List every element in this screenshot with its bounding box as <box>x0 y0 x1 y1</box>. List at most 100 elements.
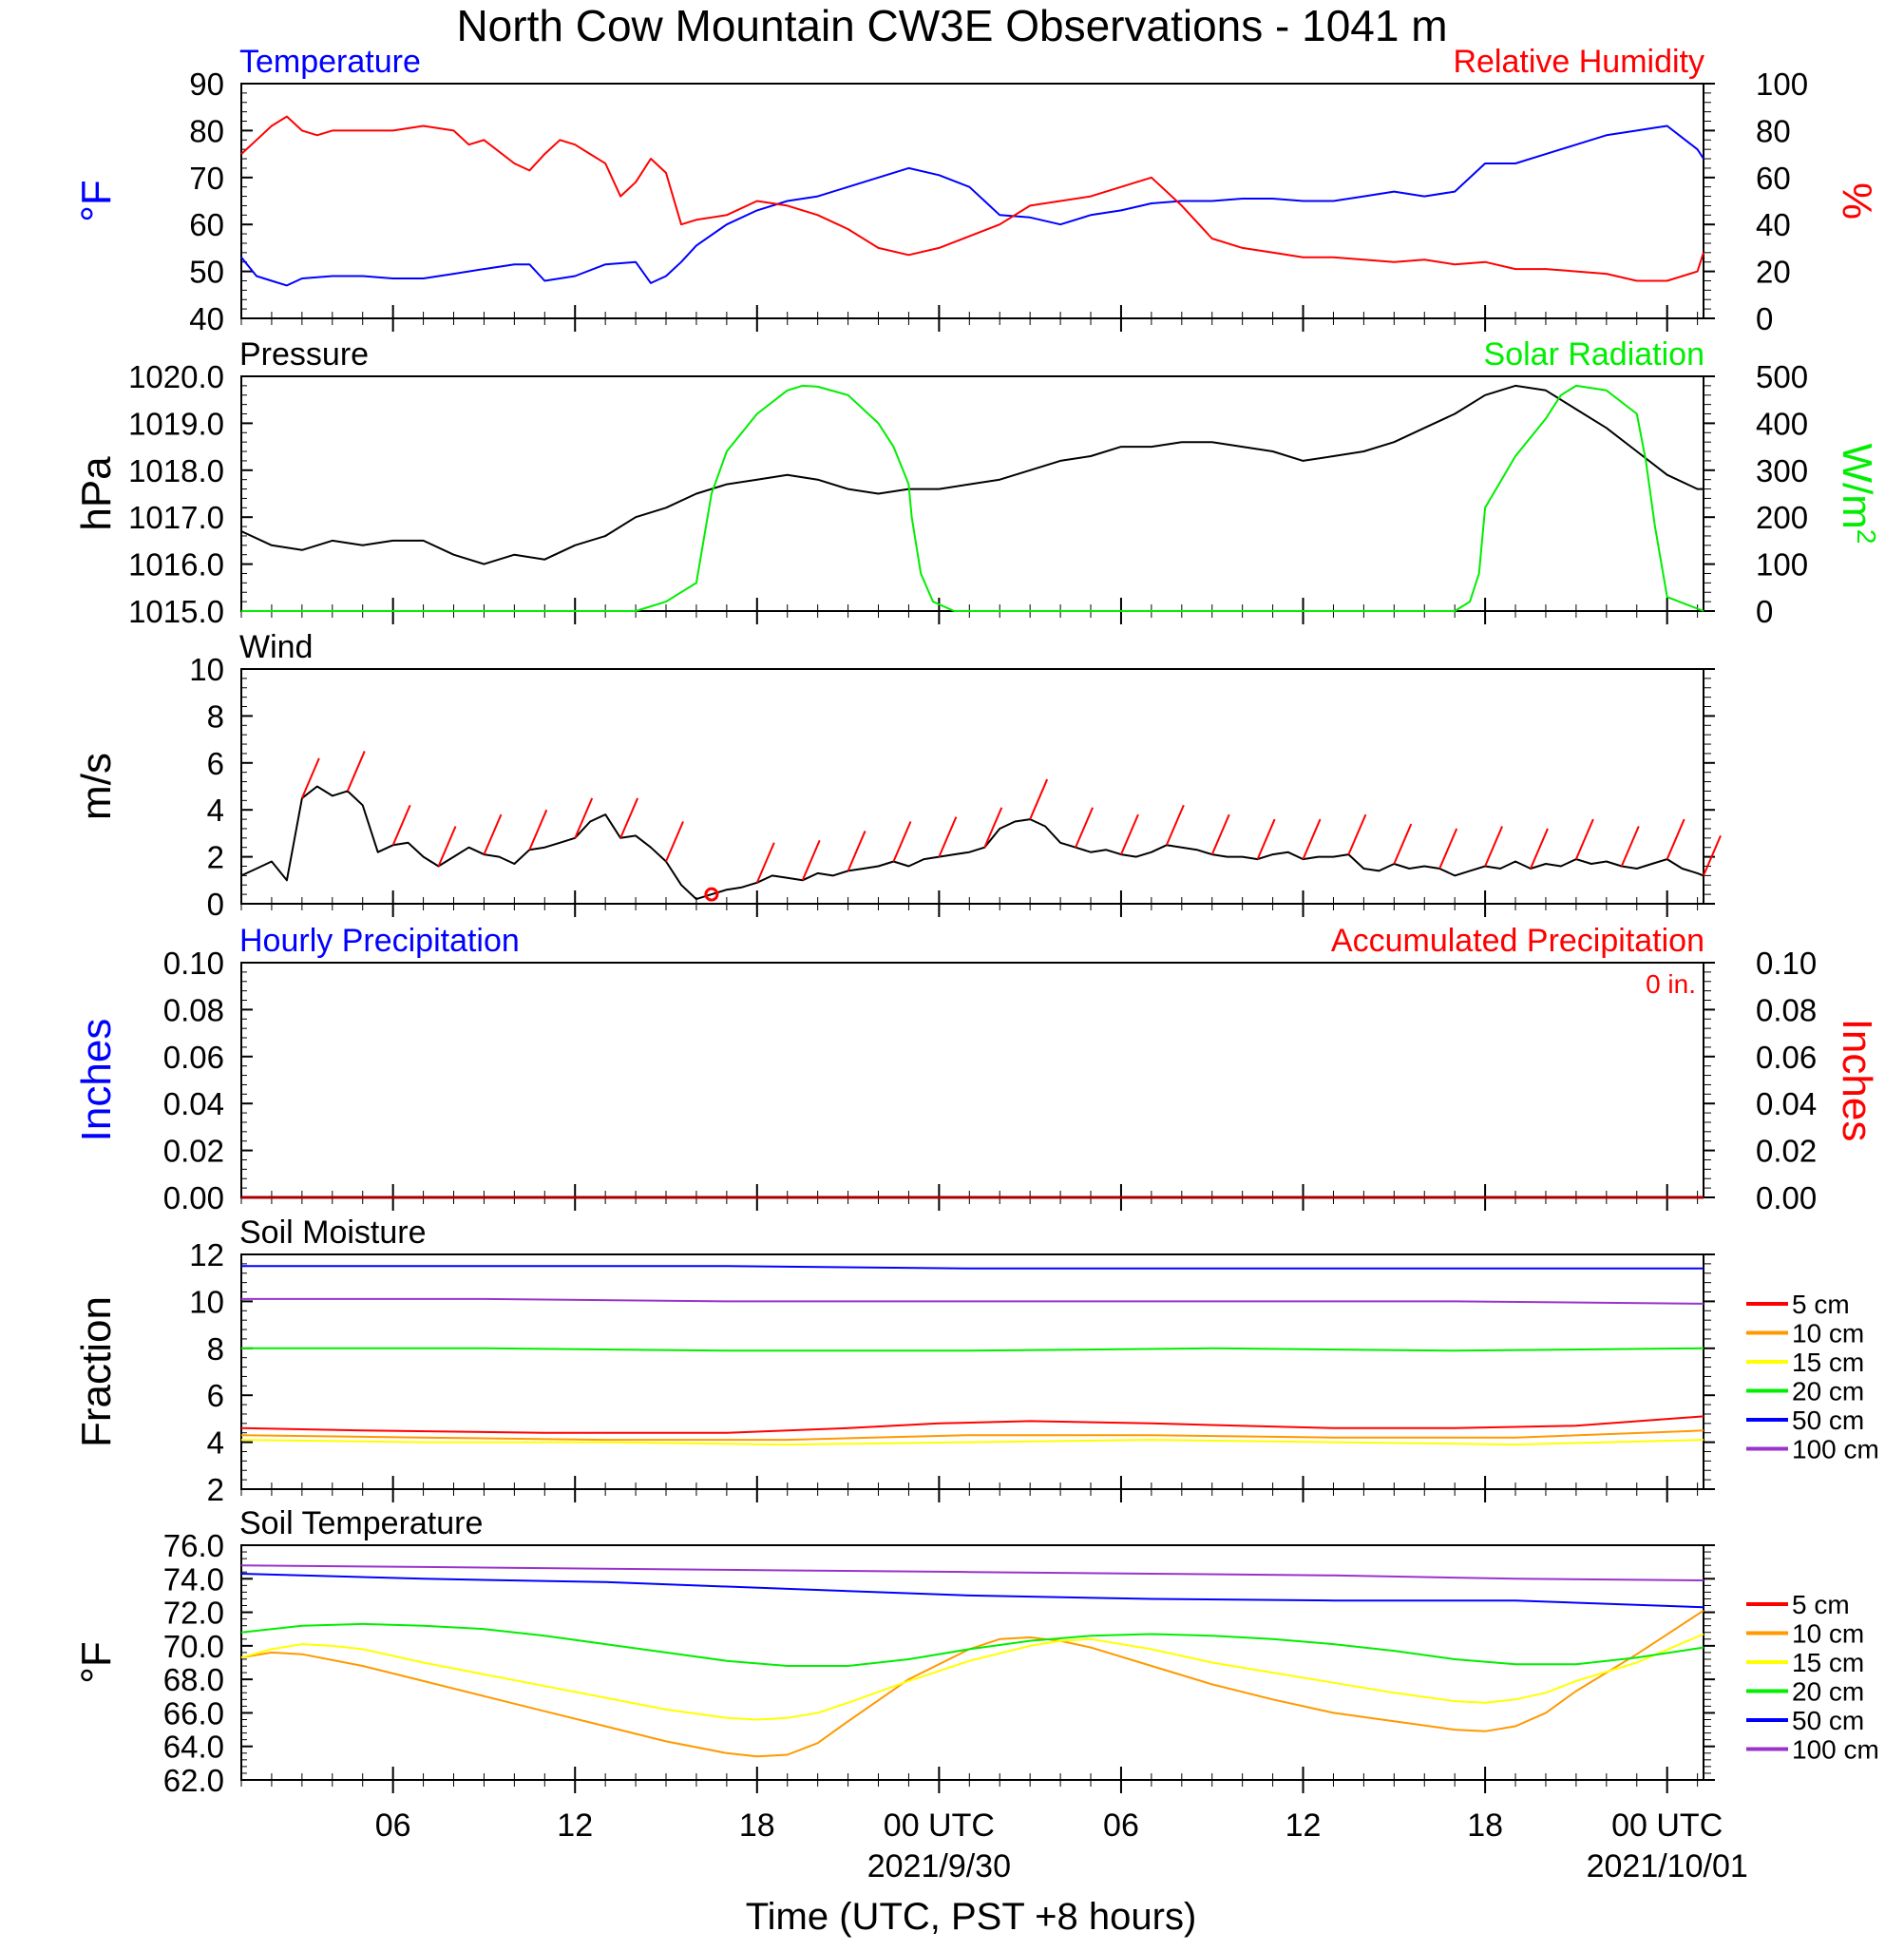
legend-label: 15 cm <box>1792 1348 1864 1377</box>
plot-frame <box>240 1544 1704 1781</box>
legend-label: 50 cm <box>1792 1706 1864 1735</box>
series-15-cm-line <box>240 1439 1704 1446</box>
x-tick-label: 00 UTC <box>1611 1808 1723 1844</box>
x-tick-label: 18 <box>739 1808 775 1844</box>
legend-label: 50 cm <box>1792 1406 1864 1435</box>
wind-barb <box>1484 826 1504 867</box>
wind-barb <box>938 816 958 857</box>
y-tick-label: 12 <box>189 1237 224 1272</box>
series-20-cm-line <box>241 1347 1704 1352</box>
y2-tick-label: 0.02 <box>1756 1134 1817 1169</box>
wind-barb <box>1075 807 1094 849</box>
wind-barb <box>1393 823 1413 865</box>
wind-barb <box>847 831 866 871</box>
y2-tick-label: 80 <box>1756 113 1791 148</box>
y-axis-title-right: % <box>1834 182 1880 220</box>
y-axis-title-left: m/s <box>73 753 120 820</box>
y2-tick-label: 0.04 <box>1756 1086 1817 1121</box>
wind-barb <box>1165 804 1185 846</box>
series-10-cm-line <box>240 1609 1704 1758</box>
legend-label: 5 cm <box>1792 1590 1850 1619</box>
wind-barb <box>483 813 503 855</box>
y2-tick-label: 60 <box>1756 161 1791 196</box>
y-tick-label: 0.02 <box>163 1134 224 1169</box>
wind-barb <box>801 839 821 881</box>
y-tick-label: 64.0 <box>163 1730 224 1765</box>
wind-barb <box>1438 828 1458 870</box>
panel-title-right: Relative Humidity <box>1453 44 1704 80</box>
x-tick-label: 12 <box>1285 1808 1322 1844</box>
panel-title-right: Solar Radiation <box>1484 336 1704 373</box>
y-tick-label: 10 <box>189 1284 224 1319</box>
precip-total-label: 0 in. <box>1646 969 1696 999</box>
wind-calm-marker <box>704 887 719 902</box>
y-tick-label: 40 <box>189 301 224 336</box>
time-axis: 06 12 18 00 UTC 2021/9/30 06 12 18 00 UTC 2021/10… <box>375 1808 1748 1884</box>
y-tick-label: 72.0 <box>163 1596 224 1631</box>
y-tick-label: 74.0 <box>163 1561 224 1597</box>
wind-barb <box>1574 818 1594 860</box>
y-tick-label: 70 <box>189 161 224 196</box>
series-pressure-line <box>240 384 1704 565</box>
x-tick-date-label: 2021/10/01 <box>1587 1848 1748 1884</box>
wind-barb <box>300 757 320 799</box>
y2-tick-label: 0.06 <box>1756 1040 1817 1075</box>
legend-label: 15 cm <box>1792 1648 1864 1677</box>
wind-barb <box>437 826 457 867</box>
panel-soil-temp: 62.064.066.068.070.072.074.076.0 Soil Tem… <box>73 1505 1879 1798</box>
series-wind-line <box>240 785 1704 901</box>
y-axis-title-left: °F <box>73 180 120 221</box>
figure-title: North Cow Mountain CW3E Observations - 1… <box>456 1 1447 50</box>
wind-barb <box>391 804 411 846</box>
wind-barb <box>528 809 548 851</box>
wind-barb <box>665 821 684 862</box>
series-temperature-line <box>240 124 1704 287</box>
panel-title-left: Wind <box>239 629 313 665</box>
y-tick-label: 6 <box>207 1378 224 1413</box>
panel-pressure-solar: 1015.0 1016.0 1017.0 1018.0 1019.0 1020.0 0 100… <box>73 336 1882 629</box>
y2-tick-label: 0 <box>1756 594 1773 629</box>
y-axis-title-left: °F <box>73 1641 120 1683</box>
wind-barb <box>1210 813 1230 855</box>
y-tick-label: 50 <box>189 255 224 290</box>
series-50-cm-line <box>241 1265 1704 1270</box>
series-50-cm-line <box>240 1573 1704 1609</box>
series-20-cm-line <box>240 1622 1704 1667</box>
panel-title-left: Soil Moisture <box>239 1215 427 1251</box>
y-tick-label: 0 <box>207 887 224 922</box>
y-tick-label: 76.0 <box>163 1528 224 1563</box>
plot-frame <box>240 1253 1704 1490</box>
wind-barb <box>1029 778 1049 820</box>
plot-frame <box>240 668 1704 905</box>
y2-tick-label: 40 <box>1756 207 1791 242</box>
y2-tick-label: 100 <box>1756 547 1808 583</box>
legend-label: 10 cm <box>1792 1319 1864 1348</box>
legend-label: 100 cm <box>1792 1435 1879 1464</box>
y-tick-label: 70.0 <box>163 1629 224 1664</box>
y-tick-label: 0.10 <box>163 946 224 981</box>
wind-barb <box>892 821 912 862</box>
y-tick-label: 4 <box>207 793 224 828</box>
x-tick-label: 00 UTC <box>884 1808 995 1844</box>
y2-tick-label: 500 <box>1756 359 1808 394</box>
y-tick-label: 0.06 <box>163 1040 224 1075</box>
legend-label: 20 cm <box>1792 1677 1864 1707</box>
y-tick-label: 1019.0 <box>128 406 224 441</box>
x-tick-label: 06 <box>1103 1808 1139 1844</box>
y2-tick-label: 0.00 <box>1756 1180 1817 1215</box>
legend-label: 20 cm <box>1792 1377 1864 1406</box>
y2-tick-label: 0 <box>1756 301 1773 336</box>
panel-title-left: Soil Temperature <box>239 1505 483 1541</box>
y-axis-title-right: Inches <box>1834 1019 1880 1142</box>
y2-tick-label: 300 <box>1756 453 1808 488</box>
series-5-cm-line <box>240 1415 1704 1434</box>
x-axis-title: Time (UTC, PST +8 hours) <box>746 1896 1197 1938</box>
y-tick-label: 0.08 <box>163 992 224 1027</box>
y-tick-label: 1018.0 <box>128 453 224 488</box>
x-tick-date-label: 2021/9/30 <box>867 1848 1011 1884</box>
y-tick-label: 1020.0 <box>128 359 224 394</box>
panel-title-left: Pressure <box>239 336 369 373</box>
